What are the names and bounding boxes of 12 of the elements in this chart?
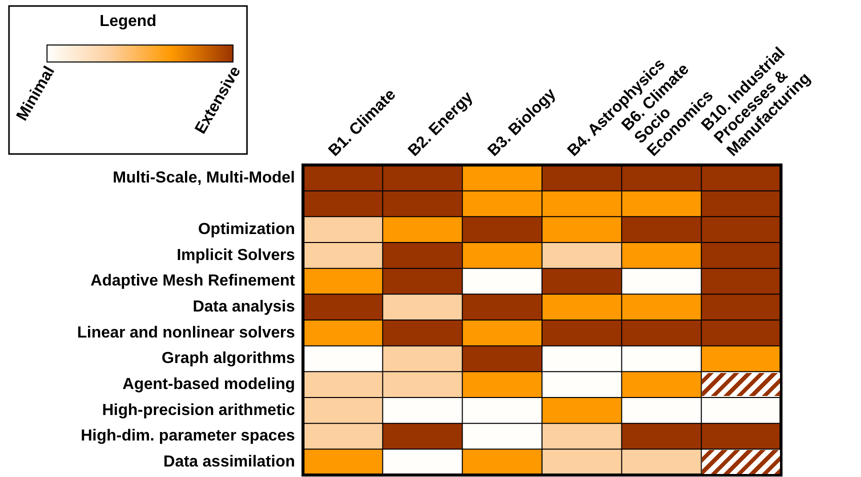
- legend-title: Legend: [100, 13, 156, 30]
- y-tick-label: High-dim. parameter spaces: [80, 428, 296, 445]
- y-tick-label: Agent-based modeling: [122, 376, 295, 393]
- y-tick-label: Graph algorithms: [162, 350, 296, 368]
- y-tick-label: High-precision arithmetic: [102, 402, 296, 419]
- y-tick-label: Linear and nonlinear solvers: [77, 324, 296, 342]
- y-tick-label: Data analysis: [192, 298, 296, 316]
- y-tick-label: Optimization: [198, 220, 295, 238]
- y-tick-label: Implicit Solvers: [176, 246, 296, 264]
- y-tick-label: Adaptive Mesh Refinement: [90, 272, 296, 290]
- y-tick-label: Multi-Scale, Multi-Model: [112, 169, 295, 186]
- y-tick-label: Data assimilation: [163, 453, 295, 470]
